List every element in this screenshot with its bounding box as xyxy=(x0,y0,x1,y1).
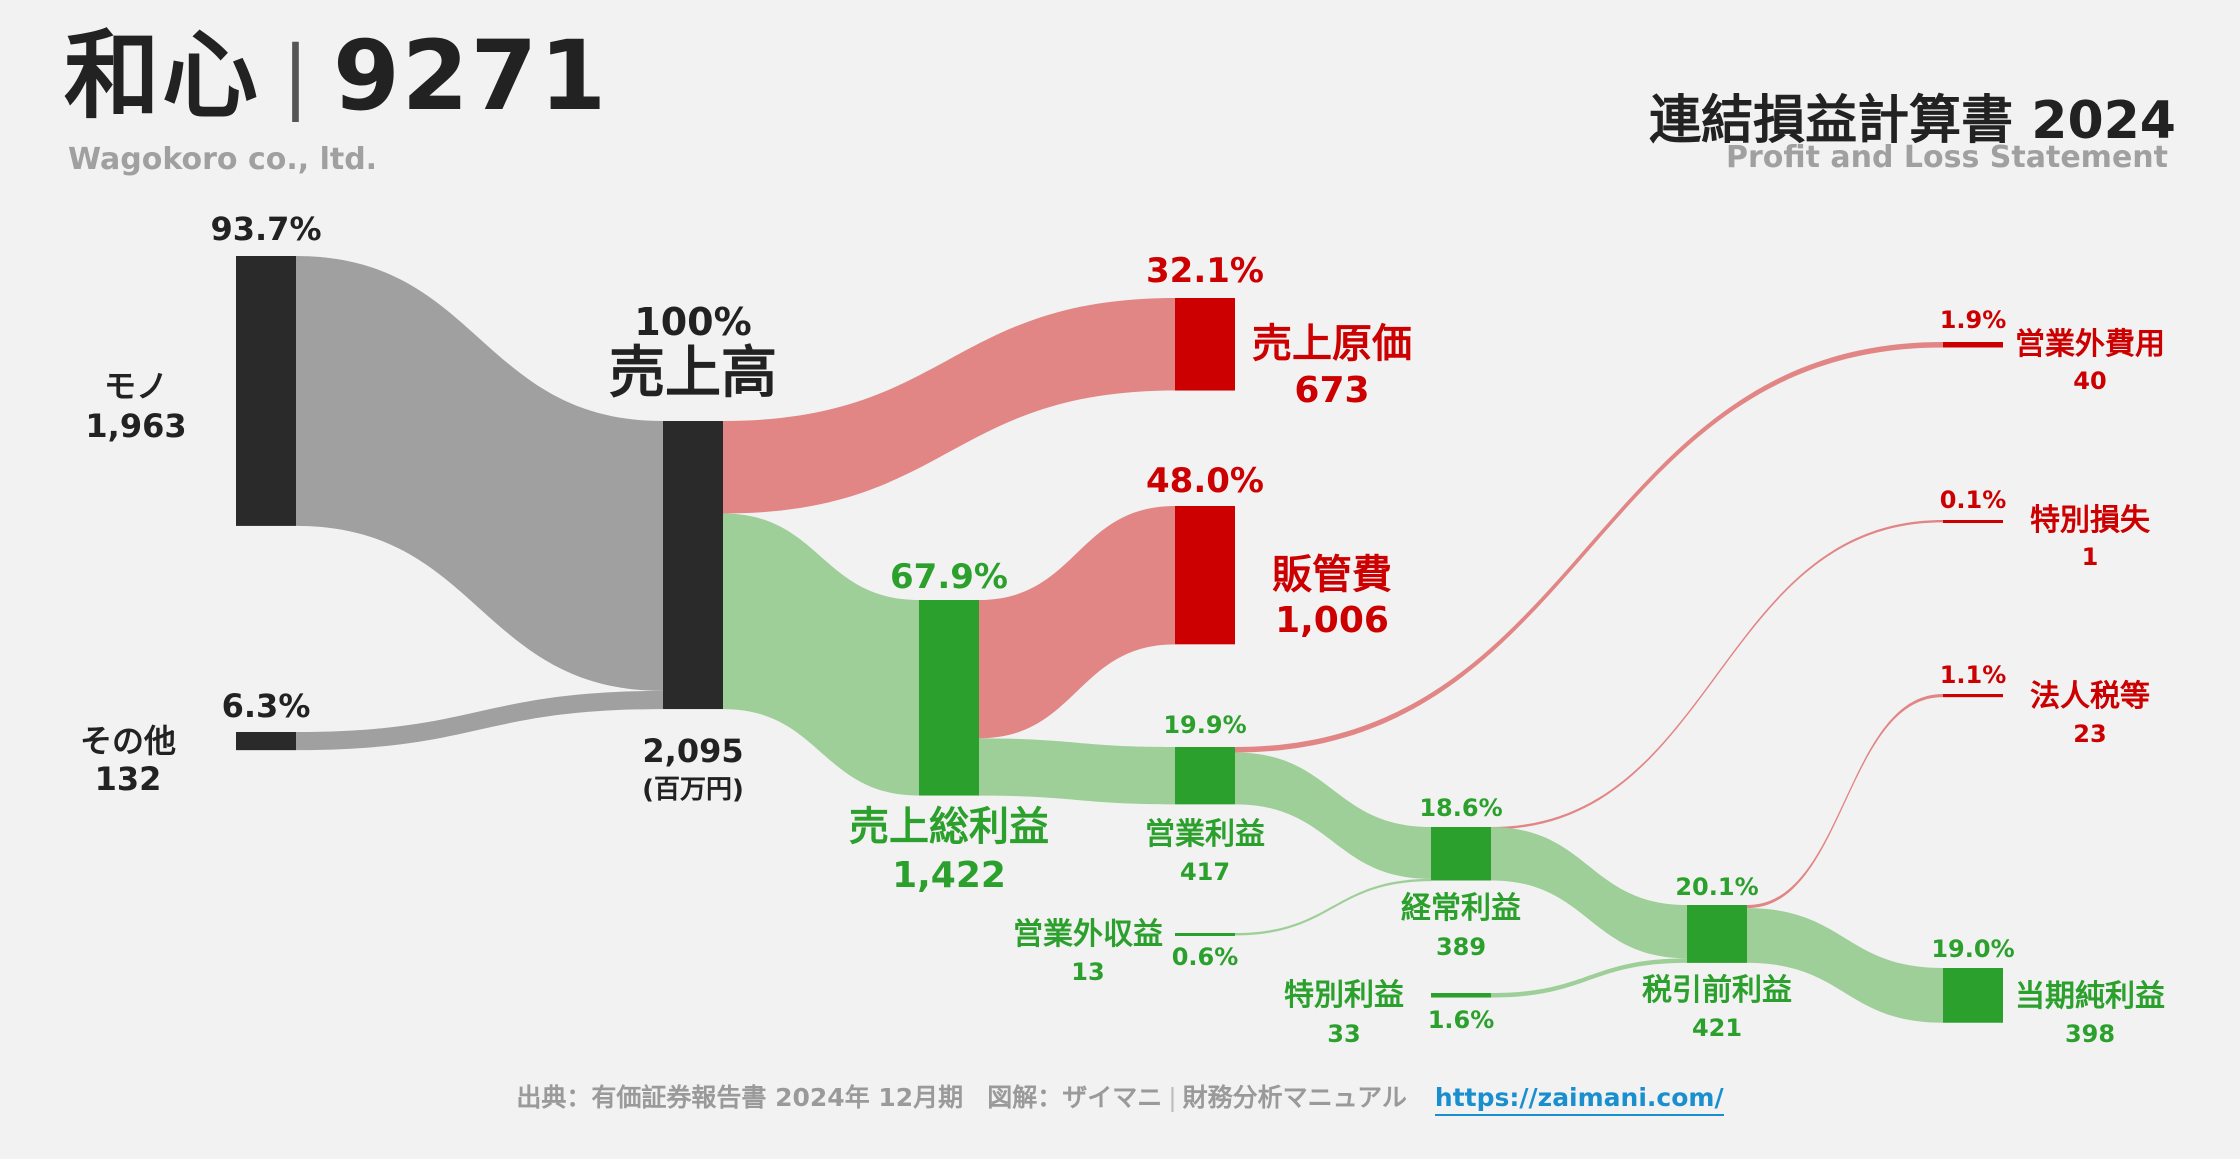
node-label-mono: モノ xyxy=(104,367,168,405)
node-label-genka: 売上原価 xyxy=(1252,321,1412,367)
node-pct-eigyogai_shueki: 0.6% xyxy=(1172,943,1239,971)
node-value-sonota: 132 xyxy=(95,760,162,798)
node-pct-eigyogai_hiyo: 1.9% xyxy=(1940,306,2007,334)
flow-eigyo-to-eigyogai_hiyo xyxy=(1235,342,1943,753)
node-bar-genka xyxy=(1175,298,1235,391)
flow-mono-to-uriage xyxy=(296,256,663,691)
flow-uriage-to-sourieki xyxy=(723,513,919,796)
node-pct-genka: 32.1% xyxy=(1146,251,1264,291)
node-label-zeibikimae: 税引前利益 xyxy=(1642,973,1792,1008)
node-pct-hankan: 48.0% xyxy=(1146,461,1264,501)
node-pct-tokubetsu_sonshitsu: 0.1% xyxy=(1940,486,2007,514)
flow-sourieki-to-eigyo xyxy=(979,738,1175,805)
flow-uriage-to-genka xyxy=(723,298,1175,514)
node-label-keijo: 経常利益 xyxy=(1401,891,1521,926)
node-pct-eigyo: 19.9% xyxy=(1163,711,1246,739)
node-bar-uriage xyxy=(663,421,723,710)
node-value-eigyogai_shueki: 13 xyxy=(1071,958,1104,986)
footer-site-name: 財務分析マニュアル xyxy=(1182,1083,1407,1112)
node-value-uriage: 2,095 xyxy=(642,732,743,770)
node-label-tokubetsu_rieki: 特別利益 xyxy=(1284,978,1404,1013)
node-pct-hojinzei: 1.1% xyxy=(1940,661,2007,689)
node-label-eigyogai_hiyo: 営業外費用 xyxy=(2015,327,2165,362)
company-title: 和心 | 9271 xyxy=(64,28,608,124)
node-pct-zeibikimae: 20.1% xyxy=(1675,873,1758,901)
flow-zeibikimae-to-hojinzei xyxy=(1747,694,1943,909)
node-bar-keijo xyxy=(1431,827,1491,881)
node-label-hankan: 販管費 xyxy=(1272,552,1392,598)
node-value-sourieki: 1,422 xyxy=(892,855,1006,896)
flow-zeibikimae-to-junrieki xyxy=(1747,908,1943,1023)
node-value-eigyo: 417 xyxy=(1180,858,1230,886)
node-bar-mono xyxy=(236,256,296,526)
footer: 出典：有価証券報告書 2024年 12月期 図解：ザイマニ | 財務分析マニュアル ht… xyxy=(0,1078,2240,1116)
company-name-en: Wagokoro co., ltd. xyxy=(68,142,378,177)
node-label-uriage: 売上高 xyxy=(609,341,777,406)
node-pct-mono: 93.7% xyxy=(210,210,321,248)
node-bar-hojinzei xyxy=(1943,694,2003,698)
node-pct-junrieki: 19.0% xyxy=(1931,935,2014,963)
footer-url-link[interactable]: https://zaimani.com/ xyxy=(1434,1083,1724,1116)
footer-source: 出典：有価証券報告書 2024年 12月期 xyxy=(516,1083,964,1112)
node-pct-uriage: 100% xyxy=(634,300,751,344)
node-value-junrieki: 398 xyxy=(2065,1020,2115,1048)
node-bar-tokubetsu_sonshitsu xyxy=(1943,520,2003,523)
statement-title: 連結損益計算書 2024 xyxy=(1649,91,2176,151)
node-bar-junrieki xyxy=(1943,968,2003,1023)
node-label-eigyo: 営業利益 xyxy=(1145,817,1265,852)
flow-keijo-to-zeibikimae xyxy=(1491,827,1687,959)
node-pct-keijo: 18.6% xyxy=(1419,794,1502,822)
node-value-hankan: 1,006 xyxy=(1275,600,1389,641)
node-bar-tokubetsu_rieki xyxy=(1431,993,1491,998)
statement-subtitle: Profit and Loss Statement xyxy=(1725,140,2168,175)
flow-sourieki-to-hankan xyxy=(979,506,1175,739)
node-label-junrieki: 当期純利益 xyxy=(2015,979,2165,1014)
company-name-jp: 和心 xyxy=(64,20,260,132)
node-value-eigyogai_hiyo: 40 xyxy=(2073,367,2106,395)
unit-label: (百万円) xyxy=(642,775,744,805)
sankey-nodes xyxy=(236,256,2003,1023)
node-value-hojinzei: 23 xyxy=(2073,720,2106,748)
ticker-code: 9271 xyxy=(332,20,609,132)
node-label-eigyogai_shueki: 営業外収益 xyxy=(1013,917,1163,952)
node-value-mono: 1,963 xyxy=(85,407,186,445)
flow-sonota-to-uriage xyxy=(296,690,663,751)
footer-divider: | xyxy=(1168,1083,1177,1112)
node-label-tokubetsu_sonshitsu: 特別損失 xyxy=(2030,503,2151,538)
node-bar-sourieki xyxy=(919,600,979,796)
flow-eigyo-to-keijo xyxy=(1235,752,1431,879)
flow-keijo-to-tokubetsu_sonshitsu xyxy=(1491,520,1943,830)
node-bar-eigyogai_shueki xyxy=(1175,933,1235,936)
node-bar-sonota xyxy=(236,732,296,751)
node-value-zeibikimae: 421 xyxy=(1692,1014,1742,1042)
flow-eigyogai_shueki-to-keijo xyxy=(1235,878,1431,936)
node-pct-sonota: 6.3% xyxy=(222,687,311,725)
node-pct-tokubetsu_rieki: 1.6% xyxy=(1428,1006,1495,1034)
node-label-sourieki: 売上総利益 xyxy=(849,804,1049,850)
node-value-tokubetsu_sonshitsu: 1 xyxy=(2082,543,2099,571)
flow-tokubetsu_rieki-to-zeibikimae xyxy=(1491,958,1687,998)
node-pct-sourieki: 67.9% xyxy=(890,557,1008,597)
node-value-tokubetsu_rieki: 33 xyxy=(1327,1020,1360,1048)
node-value-genka: 673 xyxy=(1294,370,1369,411)
sankey-links xyxy=(296,256,1943,1023)
node-bar-eigyogai_hiyo xyxy=(1943,342,2003,348)
node-bar-hankan xyxy=(1175,506,1235,645)
footer-credit: 図解：ザイマニ xyxy=(987,1083,1163,1112)
node-bar-zeibikimae xyxy=(1687,905,1747,963)
node-label-sonota: その他 xyxy=(80,722,176,760)
node-bar-eigyo xyxy=(1175,747,1235,805)
title-separator: | xyxy=(282,29,311,122)
node-label-hojinzei: 法人税等 xyxy=(2030,679,2150,714)
node-value-keijo: 389 xyxy=(1436,933,1486,961)
